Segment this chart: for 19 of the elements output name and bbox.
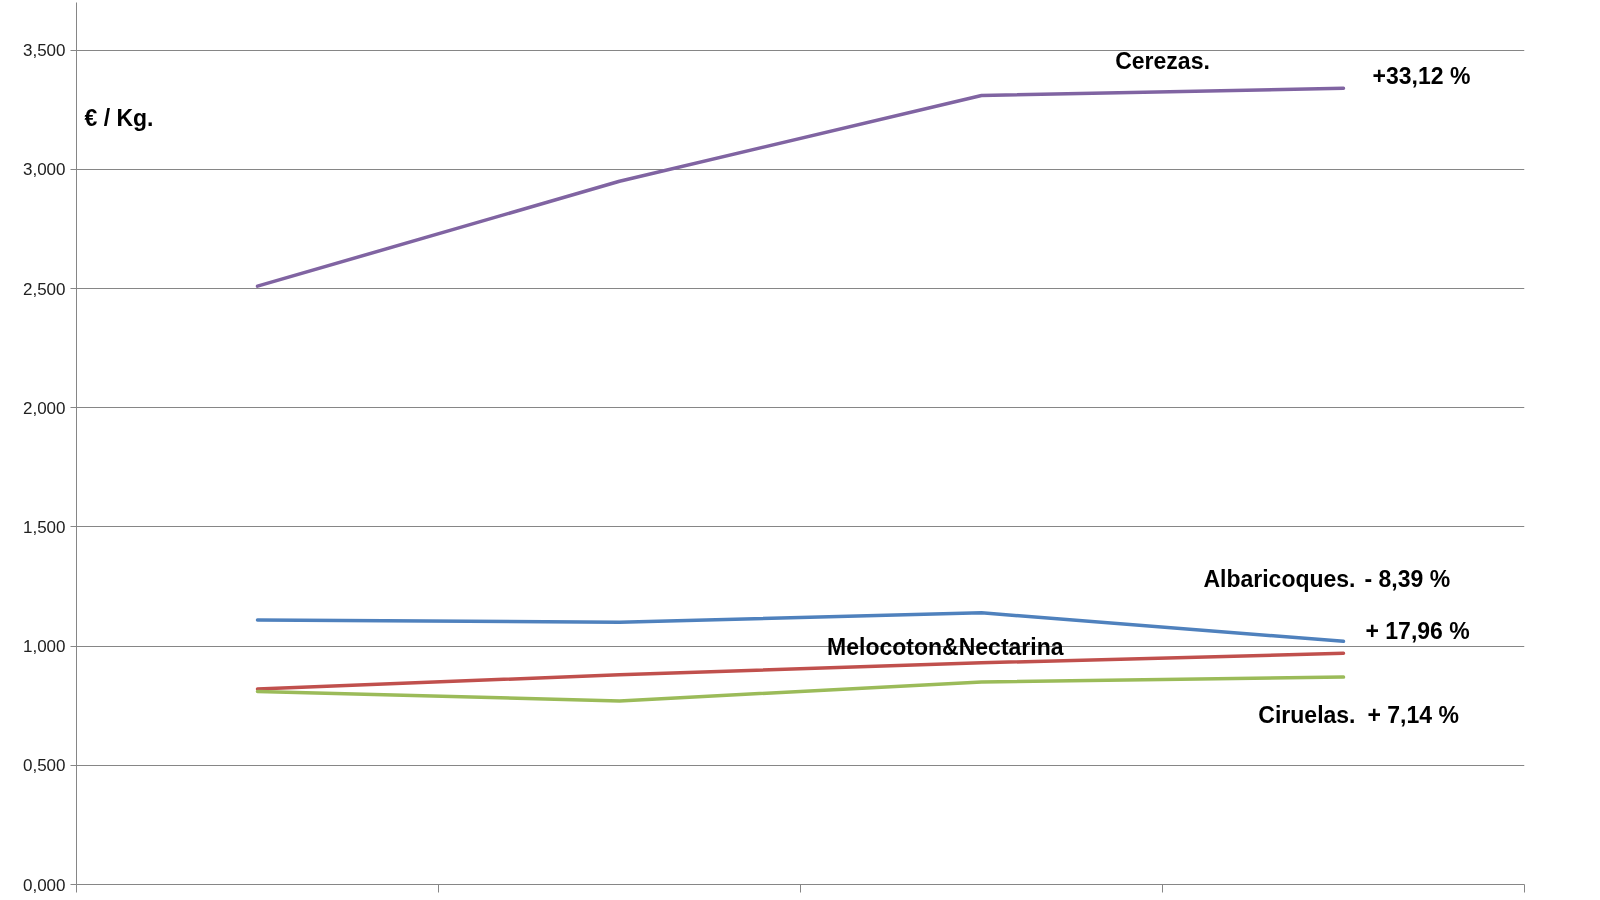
y-tick-label: 1,500 xyxy=(22,517,66,537)
annotation: +33,12 % xyxy=(1372,63,1471,90)
y-tick-label: 0,000 xyxy=(22,875,66,895)
series-label: Albaricoques. xyxy=(1203,566,1356,593)
y-tick-label: 2,500 xyxy=(22,279,66,299)
y-tick-label: 0,500 xyxy=(22,756,66,776)
y-tick-label: 3,000 xyxy=(22,160,66,180)
series-label: Melocoton&Nectarina xyxy=(827,634,1064,660)
y-tick-label: 3,500 xyxy=(22,41,66,61)
series-label: Cerezas. xyxy=(1115,47,1210,74)
y-axis-title: € / Kg. xyxy=(84,104,154,131)
line-series xyxy=(255,86,1346,288)
y-tick-label: 2,000 xyxy=(22,398,66,418)
annotation: - 8,39 % xyxy=(1364,566,1451,593)
annotation: + 7,14 % xyxy=(1367,702,1459,729)
line-series xyxy=(255,675,1346,703)
y-tick-label: 1,000 xyxy=(22,637,66,657)
annotation: + 17,96 % xyxy=(1365,618,1470,645)
series-label: Ciruelas. xyxy=(1258,702,1356,729)
